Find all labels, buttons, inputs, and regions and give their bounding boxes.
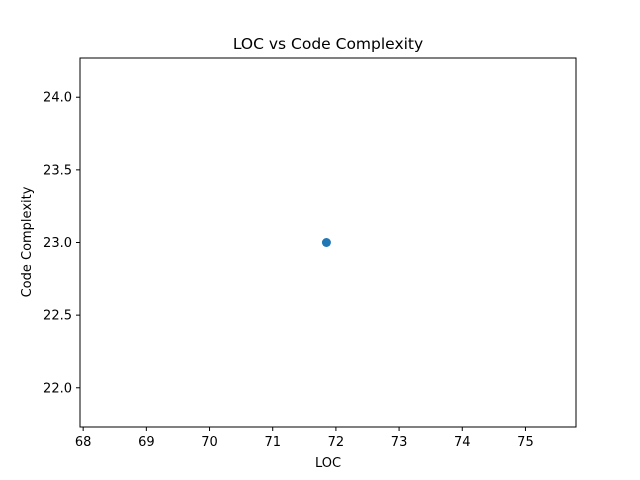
y-axis-ticks: 22.0 22.5 23.0 23.5 24.0 bbox=[43, 91, 80, 396]
x-axis-ticks: 68 69 70 71 72 73 74 75 bbox=[75, 427, 534, 450]
x-axis-label: LOC bbox=[315, 456, 341, 471]
x-tick-label: 69 bbox=[138, 435, 155, 450]
y-tick-label: 22.5 bbox=[43, 309, 72, 324]
data-point bbox=[321, 238, 331, 247]
y-tick-label: 23.0 bbox=[43, 236, 72, 251]
y-tick-label: 23.5 bbox=[43, 163, 72, 178]
x-tick-label: 74 bbox=[454, 435, 471, 450]
y-axis-label: Code Complexity bbox=[20, 186, 35, 297]
plot-area: 68 69 70 71 72 73 74 75 22.0 22.5 23.0 23.5 24.0 bbox=[43, 57, 577, 450]
chart-title: LOC vs Code Complexity bbox=[233, 35, 423, 53]
x-tick-label: 68 bbox=[75, 435, 92, 450]
x-tick-label: 72 bbox=[328, 435, 345, 450]
y-tick-label: 22.0 bbox=[43, 381, 72, 396]
x-tick-label: 73 bbox=[391, 435, 408, 450]
x-tick-label: 75 bbox=[517, 435, 534, 450]
y-tick-label: 24.0 bbox=[43, 91, 72, 106]
data-points bbox=[321, 238, 331, 247]
x-tick-label: 71 bbox=[264, 435, 281, 450]
x-tick-label: 70 bbox=[201, 435, 218, 450]
